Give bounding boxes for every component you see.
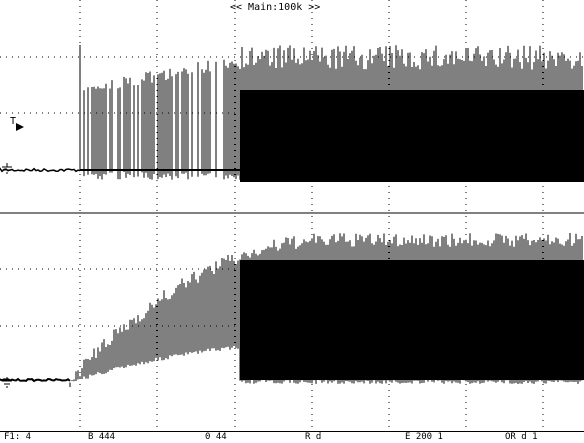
trigger-level-arrow — [16, 123, 24, 131]
status-item-2: B 444 — [88, 432, 116, 442]
channel-2-waveform — [0, 233, 584, 387]
status-item-1: F1: 4 — [4, 432, 32, 442]
status-item-5: E 200 1 — [405, 432, 443, 442]
channel-1-waveform — [0, 45, 584, 182]
ground-marker-ch1 — [2, 163, 12, 174]
status-bar: F1: 4 B 444 0 44 R d E 200 1 OR d 1 — [0, 431, 584, 443]
trigger-level-marker: T — [10, 116, 17, 127]
ground-marker-ch2 — [2, 377, 12, 388]
status-item-6: OR d 1 — [505, 432, 538, 442]
status-item-4: R d — [305, 432, 322, 442]
status-item-3: 0 44 — [205, 432, 227, 442]
timebase-label: << Main:100k >> — [230, 2, 321, 13]
